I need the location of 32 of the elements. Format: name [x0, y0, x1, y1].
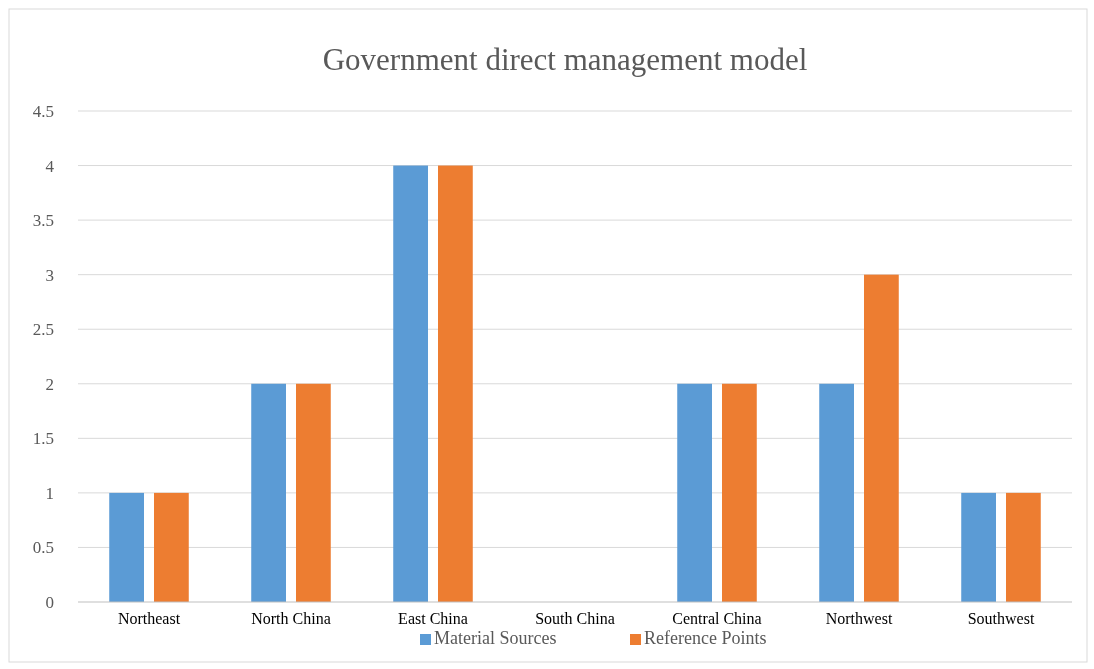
x-tick-label: East China — [398, 610, 468, 627]
bar — [864, 274, 899, 602]
bar — [961, 492, 996, 602]
legend-label: Material Sources — [434, 628, 557, 648]
x-tick-label: Northwest — [825, 610, 893, 627]
bar — [154, 492, 189, 602]
y-tick-label: 3.5 — [32, 211, 54, 231]
y-tick-label: 0 — [45, 592, 54, 612]
x-tick-label: South China — [535, 610, 615, 627]
bar — [1006, 492, 1041, 602]
bar — [109, 492, 144, 602]
y-tick-label: 2.5 — [32, 320, 54, 340]
bar — [251, 383, 286, 602]
y-tick-label: 4 — [45, 156, 55, 176]
y-tick-label: 2 — [45, 374, 54, 394]
bar — [438, 165, 473, 602]
y-tick-label: 3 — [45, 265, 54, 285]
y-tick-label: 0.5 — [32, 538, 54, 558]
bar — [722, 383, 757, 602]
bar — [677, 383, 712, 602]
y-tick-label: 1.5 — [32, 429, 54, 449]
chart-title: Government direct management model — [322, 42, 808, 77]
x-tick-label: North China — [251, 610, 331, 627]
y-tick-label: 1 — [45, 483, 54, 503]
x-tick-label: Southwest — [967, 610, 1035, 627]
x-tick-label: Northeast — [117, 610, 181, 627]
bar — [393, 165, 428, 602]
legend-label: Reference Points — [644, 628, 767, 648]
y-tick-label: 4.5 — [32, 101, 54, 121]
bar — [296, 383, 331, 602]
x-tick-label: Central China — [672, 610, 762, 627]
bar — [819, 383, 854, 602]
